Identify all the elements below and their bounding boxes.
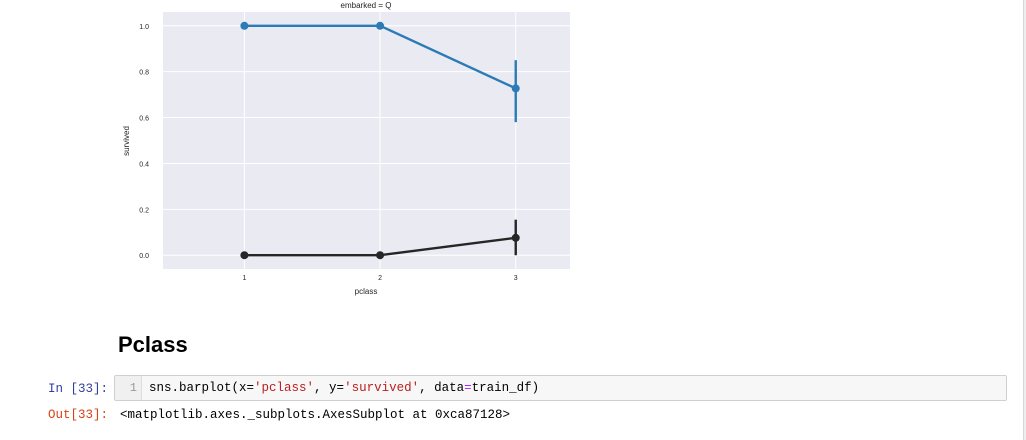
plot-area bbox=[163, 12, 570, 269]
y-tick-label: 0.4 bbox=[139, 161, 149, 168]
x-tick-label: 2 bbox=[378, 275, 382, 282]
line-number: 1 bbox=[115, 376, 142, 400]
data-point bbox=[376, 251, 385, 260]
chart-title: embarked = Q bbox=[341, 1, 392, 10]
code-sep-1: , y= bbox=[314, 381, 345, 395]
x-tick-label: 3 bbox=[514, 275, 518, 282]
y-tick-label: 0.8 bbox=[139, 70, 149, 77]
code-string-x: 'pclass' bbox=[254, 381, 315, 395]
code-operator: = bbox=[464, 381, 472, 395]
output-text: <matplotlib.axes._subplots.AxesSubplot a… bbox=[120, 408, 511, 422]
code-tail: train_df) bbox=[471, 381, 540, 395]
section-heading: Pclass bbox=[118, 332, 188, 357]
data-point bbox=[376, 21, 385, 30]
x-tick-label: 1 bbox=[242, 275, 246, 282]
code-func: sns.barplot(x= bbox=[149, 381, 255, 395]
code-string-y: 'survived' bbox=[344, 381, 420, 395]
data-point bbox=[240, 21, 249, 30]
data-point bbox=[511, 233, 520, 242]
data-point bbox=[511, 84, 520, 93]
y-tick-label: 0.6 bbox=[139, 116, 149, 123]
code-cell[interactable]: 1 sns.barplot(x='pclass', y='survived', … bbox=[114, 375, 1007, 401]
x-axis-label: pclass bbox=[355, 287, 378, 296]
y-tick-label: 0.2 bbox=[139, 207, 149, 214]
data-point bbox=[240, 251, 249, 260]
y-tick-label: 1.0 bbox=[139, 24, 149, 31]
code-sep-2: , data bbox=[419, 381, 465, 395]
code-text[interactable]: sns.barplot(x='pclass', y='survived', da… bbox=[149, 376, 539, 400]
output-prompt: Out[33]: bbox=[47, 408, 108, 422]
input-prompt: In [33]: bbox=[47, 382, 108, 396]
y-axis-label: survived bbox=[122, 126, 131, 156]
output-chart: 0.0 0.2 0.4 0.6 0.8 1.0 1 2 3 embarked = Q pclas… bbox=[122, 1, 570, 296]
y-tick-label: 0.0 bbox=[139, 253, 149, 260]
